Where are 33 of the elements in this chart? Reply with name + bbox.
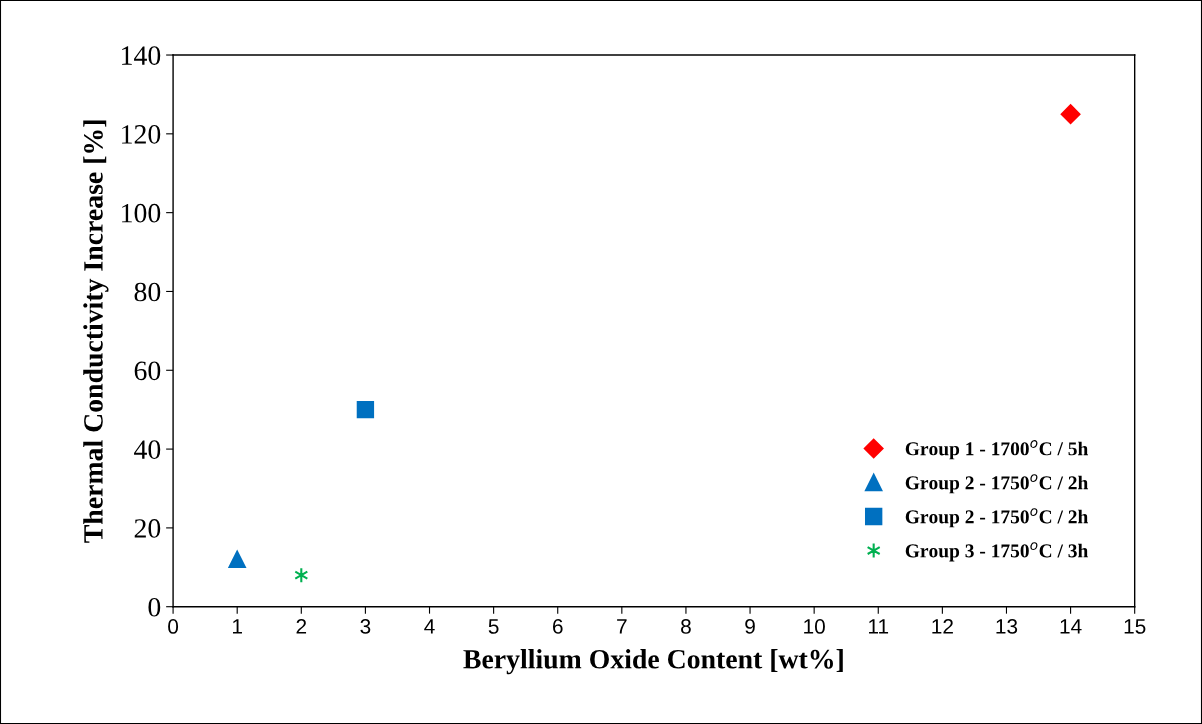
point	[1060, 104, 1081, 125]
x-tick-label: 14	[1060, 619, 1082, 634]
x-tick-label: 9	[745, 619, 755, 634]
x-tick-label: 7	[617, 619, 627, 634]
x-tick-label: 10	[804, 619, 825, 634]
legend-label: Group 2 - 1750$^{o}$C / 2h	[905, 474, 1089, 494]
point	[228, 550, 246, 569]
legend-label: Group 1 - 1700$^{o}$C / 5h	[905, 440, 1089, 460]
y-tick-label: 60	[134, 361, 161, 381]
y-tick-label: 0	[148, 597, 161, 617]
x-tick-label: 8	[681, 619, 691, 634]
x-tick-label: 2	[296, 619, 307, 634]
x-tick-label: 3	[360, 619, 371, 634]
x-tick-label: 15	[1124, 619, 1146, 634]
y-tick-label: 140	[122, 46, 161, 65]
point	[356, 401, 375, 419]
y-tick-label: 20	[134, 519, 161, 538]
x-axis-title: Beryllium Oxide Content [wt%]	[463, 649, 843, 675]
x-tick-label: 12	[932, 619, 953, 634]
y-tick-label: 120	[122, 125, 161, 144]
x-tick-label: 5	[488, 619, 499, 634]
x-tick-label: 6	[552, 619, 563, 634]
legend-label: Group 3 - 1750$^{o}$C / 3h	[905, 542, 1089, 562]
y-axis-title: Thermal Conductivity Increase [%]	[83, 120, 109, 543]
y-tick-label: 80	[134, 282, 161, 302]
legend-label: Group 2 - 1750$^{o}$C / 2h	[905, 508, 1089, 528]
x-tick-label: 0	[168, 619, 179, 634]
x-tick-label: 13	[996, 619, 1018, 634]
y-tick-label: 40	[134, 440, 161, 459]
x-tick-label: 4	[424, 619, 435, 634]
y-tick-label: 100	[122, 203, 161, 223]
x-tick-label: 11	[869, 619, 889, 634]
x-tick-label: 1	[232, 619, 242, 634]
